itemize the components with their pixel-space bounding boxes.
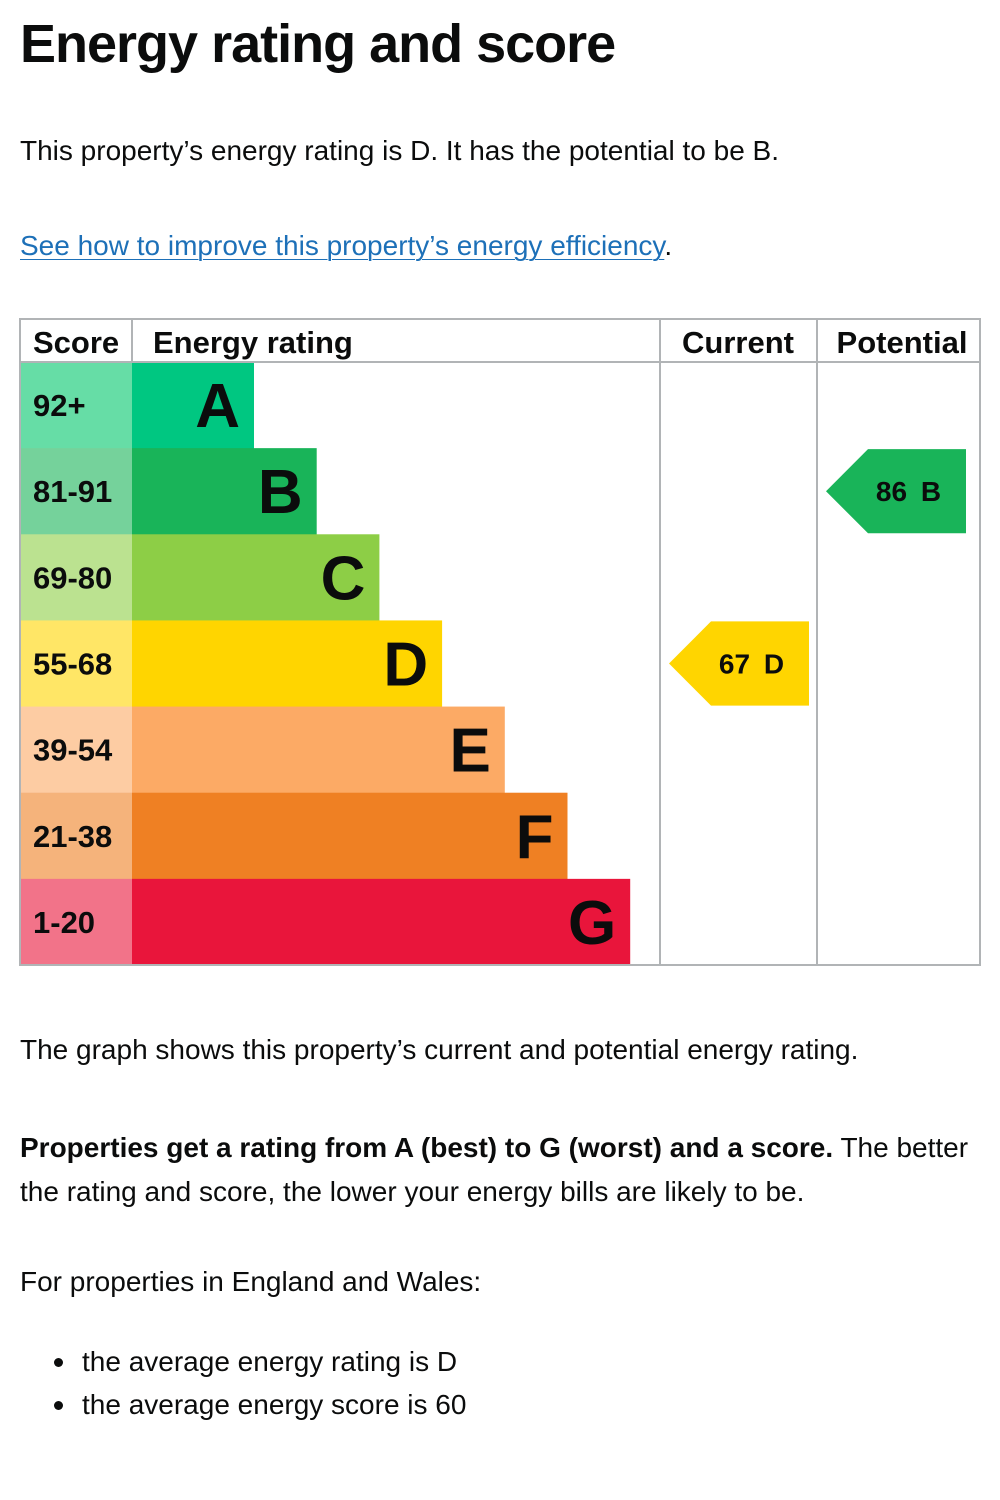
rating-letter-d: D (383, 631, 428, 700)
score-cell-d (20, 620, 132, 708)
rating-explanation: Properties get a rating from A (best) to… (20, 1126, 980, 1214)
score-label-a: 92+ (33, 388, 86, 423)
score-label-b: 81-91 (33, 474, 112, 509)
potential-rating-label: 86 B (876, 476, 941, 507)
score-cell-b (20, 448, 132, 535)
score-label-e: 39-54 (33, 733, 113, 768)
rating-letter-c: C (321, 544, 366, 613)
improve-paragraph: See how to improve this property’s energ… (20, 228, 672, 264)
header-score: Score (33, 325, 119, 360)
page-title: Energy rating and score (20, 14, 616, 74)
rating-bar-c (132, 534, 380, 621)
rating-explanation-bold: Properties get a rating from A (best) to… (20, 1132, 834, 1163)
header-current: Current (682, 325, 794, 360)
list-item-average-rating: the average energy rating is D (20, 1340, 466, 1383)
current-rating-label: 67 D (719, 649, 784, 680)
link-full-stop: . (664, 230, 673, 261)
score-label-g: 1-20 (33, 905, 95, 940)
rating-explanation-rest: The better the rating and score, the low… (20, 1132, 969, 1207)
header-potential: Potential (837, 325, 968, 360)
rating-bar-b (132, 448, 317, 535)
rating-letter-b: B (258, 458, 303, 527)
score-label-d: 55-68 (33, 647, 112, 682)
energy-rating-chart: Score Energy rating Current Potential 92+ A 81… (19, 318, 981, 966)
current-arrow (669, 621, 809, 706)
score-cell-e (20, 706, 132, 794)
rating-bar-a (132, 362, 254, 449)
region-intro: For properties in England and Wales: (20, 1266, 482, 1297)
rating-bar-g (132, 878, 631, 966)
score-label-c: 69-80 (33, 560, 112, 595)
chart-border (19, 318, 981, 966)
improve-efficiency-link[interactable]: See how to improve this property’s energ… (20, 230, 665, 261)
rating-bar-e (132, 706, 505, 794)
averages-list: the average energy rating is D the avera… (20, 1340, 466, 1426)
score-cell-c (20, 534, 132, 621)
score-cell-g (20, 878, 132, 966)
rating-letter-f: F (516, 803, 554, 872)
rating-letter-g: G (568, 889, 616, 958)
rating-letter-e: E (449, 717, 490, 786)
rating-bar-f (132, 792, 568, 880)
potential-arrow (826, 449, 966, 534)
score-cell-a (20, 362, 132, 449)
list-item-average-score: the average energy score is 60 (20, 1383, 466, 1426)
graph-caption: The graph shows this property’s current … (20, 1034, 859, 1065)
rating-bar-d (132, 620, 443, 708)
score-label-f: 21-38 (33, 819, 112, 854)
score-cell-f (20, 792, 132, 880)
header-energy-rating: Energy rating (153, 325, 353, 360)
rating-summary: This property’s energy rating is D. It h… (20, 135, 779, 166)
rating-letter-a: A (195, 372, 240, 441)
